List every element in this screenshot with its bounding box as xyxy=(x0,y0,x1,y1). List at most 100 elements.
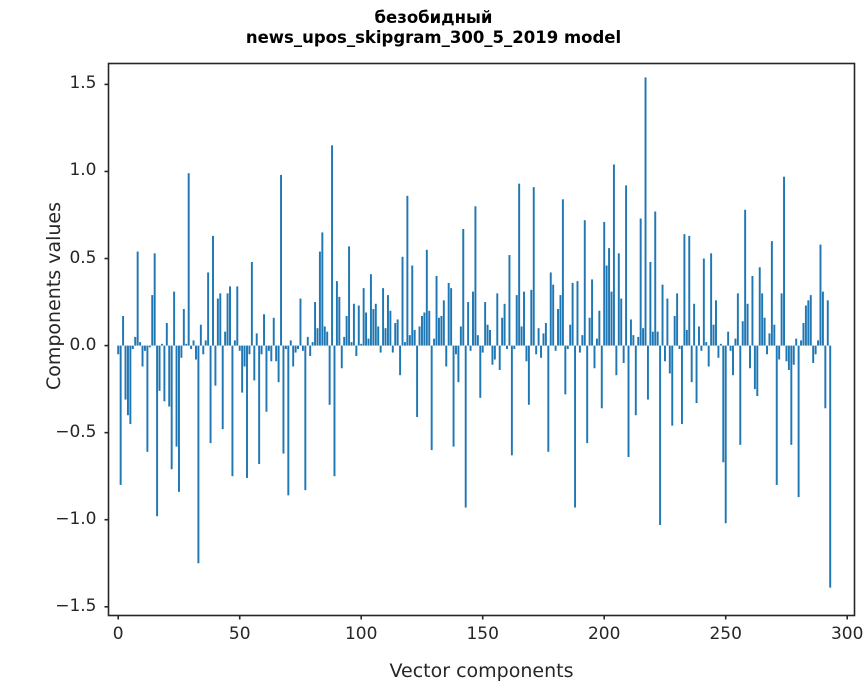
bar xyxy=(544,322,547,346)
bar xyxy=(423,312,426,346)
bar xyxy=(321,232,324,346)
bar xyxy=(695,345,698,404)
bar xyxy=(712,324,715,346)
bar xyxy=(668,345,671,374)
bar xyxy=(683,234,686,346)
bar xyxy=(591,279,594,346)
bar xyxy=(520,326,523,346)
x-axis-label: Vector components xyxy=(389,660,574,682)
bar xyxy=(328,345,331,405)
y-tick-label: 0.5 xyxy=(69,247,97,268)
bar xyxy=(253,345,256,381)
tick-marks xyxy=(104,83,849,620)
bar xyxy=(819,244,822,346)
bar xyxy=(576,281,579,346)
bar xyxy=(732,345,734,376)
bar xyxy=(199,324,202,346)
bar xyxy=(413,329,416,346)
bar xyxy=(780,293,783,346)
bar xyxy=(702,258,705,346)
bar xyxy=(654,211,657,346)
bar xyxy=(126,345,129,416)
bar xyxy=(802,322,805,346)
bar xyxy=(727,331,730,346)
bar xyxy=(297,345,300,350)
bar xyxy=(508,255,511,346)
bar xyxy=(258,345,261,464)
bar xyxy=(241,345,244,393)
bar xyxy=(396,319,399,346)
bar xyxy=(158,345,161,391)
bar xyxy=(656,331,659,346)
bar xyxy=(143,345,146,351)
bar xyxy=(510,345,513,456)
bar xyxy=(250,262,253,346)
bar xyxy=(190,345,193,350)
bar xyxy=(484,302,487,346)
bar xyxy=(338,296,341,346)
bar xyxy=(705,342,708,346)
bar xyxy=(160,343,163,346)
bar xyxy=(141,345,144,367)
bar xyxy=(173,291,176,346)
bar xyxy=(428,310,431,346)
bar xyxy=(644,77,647,346)
bar xyxy=(134,336,137,346)
bar xyxy=(688,235,691,346)
bar xyxy=(369,274,372,346)
bar xyxy=(690,345,693,383)
bar xyxy=(741,321,744,346)
bar xyxy=(800,340,803,346)
y-tick-label: −1.5 xyxy=(55,595,97,616)
bar xyxy=(661,284,664,346)
y-tick-label: 1.0 xyxy=(69,160,97,181)
bar xyxy=(537,328,540,346)
bar xyxy=(399,345,402,376)
bar xyxy=(170,345,173,470)
x-tick-label: 100 xyxy=(344,623,378,644)
bar xyxy=(131,345,134,350)
bar xyxy=(518,183,521,346)
bar xyxy=(715,300,717,346)
bar xyxy=(148,345,151,348)
bar xyxy=(221,345,224,430)
bar xyxy=(547,345,550,452)
bar xyxy=(326,331,329,346)
bar xyxy=(340,345,343,369)
bar xyxy=(598,310,601,346)
bar xyxy=(394,322,397,346)
bar xyxy=(311,342,314,346)
bar xyxy=(216,298,219,346)
bar xyxy=(360,343,363,346)
bar xyxy=(367,338,370,346)
bar xyxy=(280,174,282,346)
bar xyxy=(309,345,312,357)
bar xyxy=(178,345,180,492)
bar xyxy=(804,305,807,346)
bar xyxy=(277,345,280,383)
bar xyxy=(156,345,159,517)
bar xyxy=(238,345,241,351)
bar xyxy=(600,345,603,409)
bar xyxy=(165,322,168,346)
y-tick-label: −1.0 xyxy=(55,508,97,529)
bar xyxy=(535,345,538,355)
bar xyxy=(571,282,574,346)
bar xyxy=(195,345,197,360)
bar xyxy=(345,315,348,346)
bar xyxy=(355,345,358,357)
bar xyxy=(455,345,457,355)
bar xyxy=(739,345,742,445)
bar xyxy=(744,209,747,346)
bar xyxy=(263,314,265,346)
x-tick-label: 250 xyxy=(709,623,742,644)
bar xyxy=(350,342,353,346)
bar xyxy=(501,317,504,346)
bar xyxy=(797,345,800,498)
axes-frame xyxy=(107,62,856,617)
bar xyxy=(809,295,812,346)
bar xyxy=(790,345,793,445)
bar xyxy=(700,345,703,351)
bar xyxy=(233,340,236,346)
bar xyxy=(612,164,615,346)
